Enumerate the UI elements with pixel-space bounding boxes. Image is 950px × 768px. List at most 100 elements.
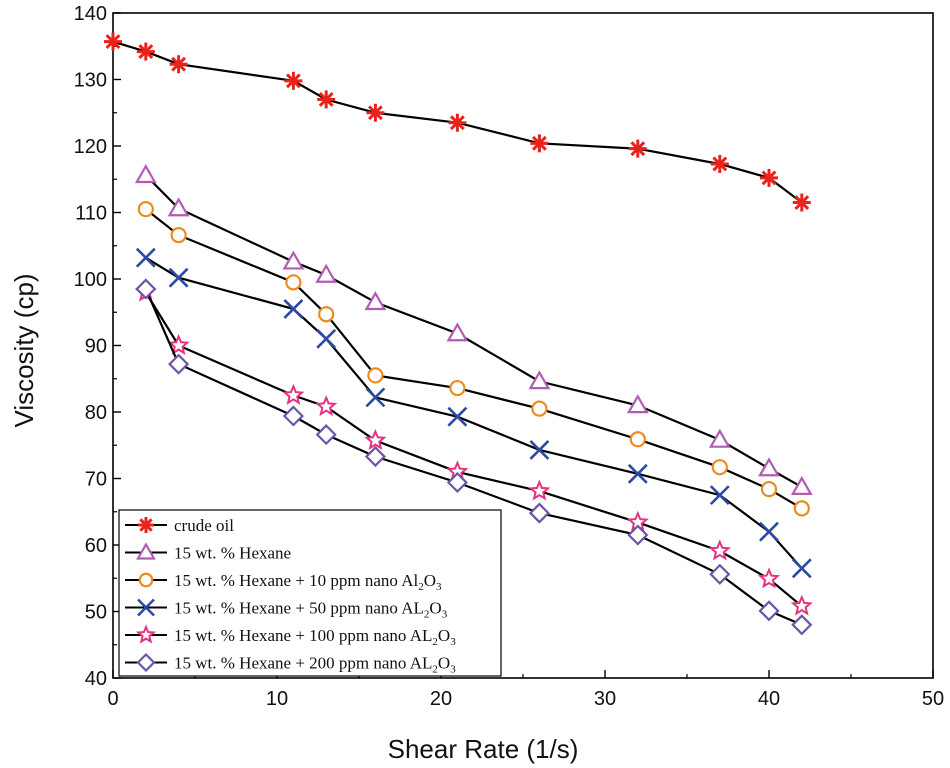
y-tick-label: 130	[74, 70, 107, 92]
legend-label-part: 2	[432, 664, 438, 676]
data-point	[446, 322, 469, 342]
series-3	[137, 201, 810, 517]
legend-label-part: 15 wt. % Hexane + 50 ppm nano AL	[174, 599, 424, 618]
data-point	[792, 193, 811, 212]
data-point	[447, 406, 468, 427]
data-point	[168, 267, 189, 288]
legend-label: 15 wt. % Hexane + 50 ppm nano AL2O3	[174, 599, 448, 621]
legend-item: 15 wt. % Hexane + 10 ppm nano Al2O3	[125, 571, 442, 593]
data-point	[315, 263, 338, 283]
legend-label-part: 15 wt. % Hexane + 10 ppm nano Al	[174, 571, 419, 590]
x-tick-label: 20	[430, 688, 452, 710]
data-point	[529, 439, 550, 460]
data-point	[446, 471, 468, 494]
data-point	[283, 299, 304, 319]
legend-label-part: 3	[450, 636, 456, 648]
data-point	[364, 429, 387, 451]
data-point	[315, 424, 337, 446]
legend-box	[118, 509, 502, 677]
data-point	[284, 71, 303, 90]
legend-label-part: 15 wt. % Hexane + 100 ppm nano AL	[174, 626, 432, 645]
legend: crude oil 15 wt. % Hexane 15 wt. % Hexane …	[118, 509, 502, 677]
data-point	[709, 485, 730, 506]
legend-label-part: 3	[450, 664, 456, 676]
legend-label-part: crude oil	[174, 516, 234, 535]
y-tick-label: 70	[85, 469, 107, 491]
legend-label: 15 wt. % Hexane + 200 ppm nano AL2O3	[174, 654, 456, 676]
data-point	[628, 139, 647, 158]
legend-marker	[138, 572, 154, 588]
legend-item: 15 wt. % Hexane	[125, 542, 291, 563]
data-point	[760, 168, 778, 187]
legend-label: 15 wt. % Hexane + 100 ppm nano AL2O3	[174, 626, 456, 648]
data-point	[169, 55, 188, 74]
data-point	[790, 475, 813, 495]
legend-label-part: 2	[432, 636, 438, 648]
y-axis-title: Viscosity (cp)	[9, 273, 39, 427]
legend-label-part: 2	[418, 581, 424, 593]
x-tick-label: 30	[594, 688, 616, 710]
y-tick-label: 120	[74, 136, 107, 158]
legend-label-part: 2	[424, 609, 430, 621]
series-6	[135, 278, 813, 636]
legend-label-part: 3	[436, 581, 442, 593]
legend-item: 15 wt. % Hexane + 100 ppm nano AL2O3	[125, 624, 456, 648]
data-point	[167, 333, 190, 355]
legend-marker	[137, 598, 155, 617]
data-point	[168, 353, 190, 375]
y-tick-label: 140	[74, 3, 107, 25]
data-point	[285, 274, 302, 291]
data-point	[528, 479, 551, 501]
legend-label-part: O	[424, 571, 436, 590]
y-tick-label: 50	[85, 602, 107, 624]
data-point	[366, 103, 385, 122]
legend-marker	[135, 624, 157, 644]
legend-label: 15 wt. % Hexane + 10 ppm nano Al2O3	[174, 571, 442, 593]
data-point	[709, 563, 731, 585]
data-point	[528, 370, 551, 390]
legend-item: crude oil	[125, 516, 234, 535]
series-line	[145, 208, 803, 510]
data-point	[134, 164, 157, 184]
y-tick-label: 80	[85, 402, 107, 424]
x-tick-label: 10	[266, 688, 288, 710]
series-line	[112, 40, 803, 204]
data-point	[708, 539, 731, 561]
data-point	[627, 463, 648, 484]
data-point	[167, 197, 190, 217]
y-tick-label: 90	[85, 336, 107, 358]
data-point	[318, 306, 335, 323]
series-1	[104, 32, 811, 212]
data-point	[136, 42, 155, 61]
data-point	[790, 594, 813, 616]
data-point	[282, 405, 304, 427]
data-point	[170, 226, 187, 244]
data-point	[711, 459, 728, 476]
y-tick-label: 110	[75, 203, 107, 225]
legend-label-part: 15 wt. % Hexane + 200 ppm nano AL	[174, 654, 432, 673]
series-2	[134, 164, 813, 495]
data-point	[793, 500, 810, 517]
data-point	[137, 201, 154, 218]
data-point	[758, 600, 780, 622]
data-point	[367, 367, 384, 384]
data-point	[135, 278, 157, 300]
data-point	[626, 394, 649, 414]
data-point	[531, 400, 548, 417]
data-point	[627, 524, 649, 546]
data-point	[135, 247, 156, 268]
legend-label-part: O	[429, 599, 441, 618]
x-tick-label: 40	[758, 688, 780, 710]
data-point	[364, 291, 387, 311]
legend-marker	[136, 542, 156, 560]
data-point	[364, 445, 386, 468]
legend-marker	[138, 517, 154, 533]
data-point	[282, 250, 305, 270]
data-point	[528, 502, 550, 524]
data-point	[530, 134, 549, 153]
data-point	[760, 481, 778, 498]
series-4	[135, 247, 812, 579]
data-point	[315, 395, 338, 417]
data-point	[759, 521, 779, 542]
